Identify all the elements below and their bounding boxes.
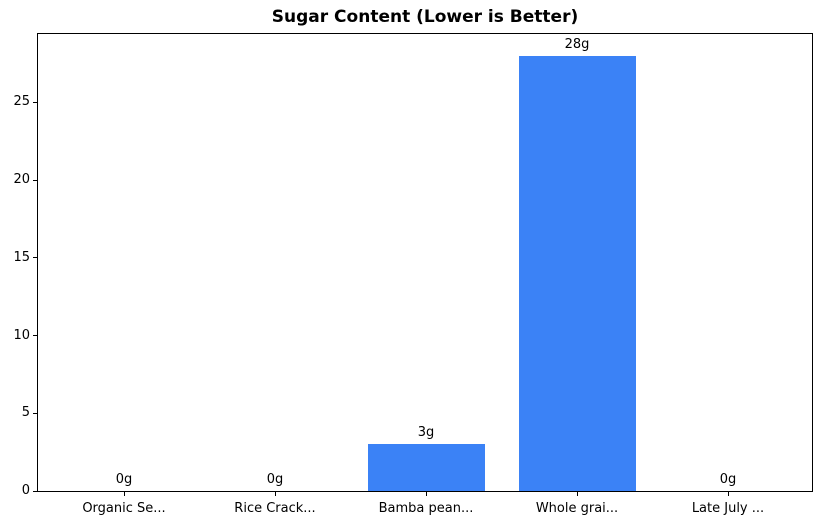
x-tick-label: Rice Crack...: [234, 501, 316, 516]
bar-value-label: 0g: [719, 472, 737, 487]
bar-value-label: 28g: [564, 36, 590, 52]
x-tick-label: Late July ...: [691, 501, 765, 516]
x-tick-label: Organic Se...: [82, 501, 166, 516]
x-tick-label: Bamba pean...: [378, 501, 474, 516]
x-tick-mark: [275, 492, 276, 496]
x-tick-label: Whole grai...: [535, 501, 619, 516]
x-tick-mark: [124, 492, 125, 496]
chart-title: Sugar Content (Lower is Better): [271, 7, 579, 27]
x-tick-mark: [426, 492, 427, 496]
y-tick-label: 5: [21, 405, 30, 421]
y-tick-label: 25: [13, 94, 30, 110]
y-tick-mark: [33, 101, 37, 103]
y-tick-label: 15: [13, 249, 30, 265]
bar: [367, 444, 485, 491]
x-tick-mark: [577, 492, 578, 496]
y-tick-label: 20: [13, 172, 30, 188]
y-tick-mark: [33, 335, 37, 337]
bar-value-label: 3g: [417, 425, 435, 441]
bar-value-label: 0g: [266, 472, 284, 487]
y-tick-mark: [33, 490, 37, 492]
y-tick-mark: [33, 257, 37, 259]
bar: [518, 55, 636, 491]
y-tick-mark: [33, 179, 37, 181]
x-tick-mark: [728, 492, 729, 496]
plot-area: [37, 33, 813, 492]
y-tick-label: 10: [13, 327, 30, 343]
bar-value-label: 0g: [115, 472, 133, 487]
y-tick-label: 0: [21, 483, 30, 498]
y-tick-mark: [33, 412, 37, 414]
